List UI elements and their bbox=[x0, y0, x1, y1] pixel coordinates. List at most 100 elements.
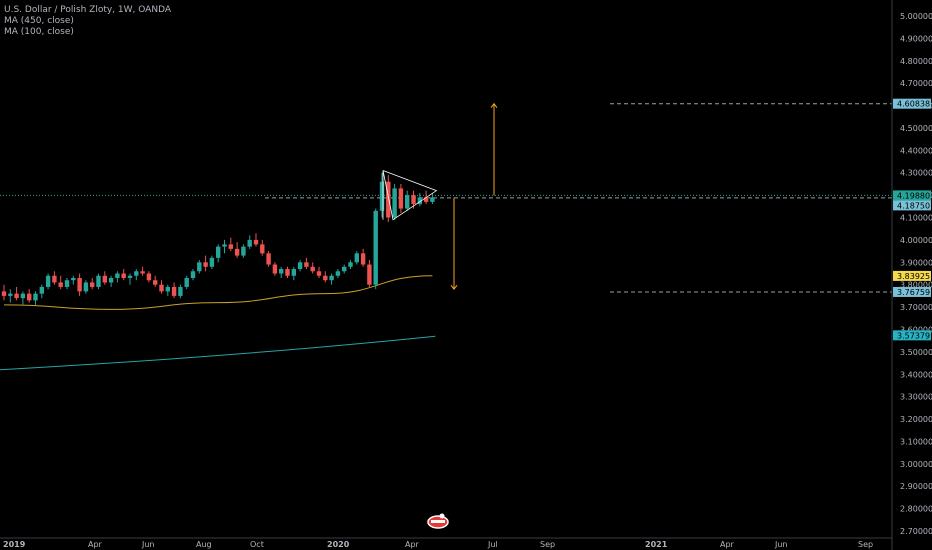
candle bbox=[39, 284, 44, 299]
y-tick-label: 3.40000 bbox=[900, 370, 932, 379]
y-tick-label: 4.50000 bbox=[900, 124, 932, 133]
candle-body bbox=[121, 273, 126, 278]
y-tick-label: 4.80000 bbox=[900, 57, 932, 66]
candle-body bbox=[90, 282, 95, 287]
candle-body bbox=[20, 293, 26, 299]
x-tick-label: Aug bbox=[196, 540, 212, 549]
down-arrowhead bbox=[450, 284, 458, 291]
candle-body bbox=[423, 197, 429, 202]
candle-body bbox=[83, 282, 89, 292]
x-tick-label: Sep bbox=[858, 540, 873, 549]
candle-body bbox=[297, 262, 303, 270]
triangle-pattern bbox=[382, 170, 438, 221]
candle bbox=[329, 273, 334, 285]
candle-body bbox=[342, 266, 347, 272]
candle-body bbox=[411, 195, 416, 205]
price-tag-label: 4.19880 bbox=[897, 191, 930, 200]
candle bbox=[146, 271, 152, 283]
candle-body bbox=[171, 286, 177, 296]
candle bbox=[77, 273, 82, 296]
x-tick-label: Apr bbox=[405, 540, 420, 549]
candle-body bbox=[285, 269, 290, 276]
candle bbox=[102, 271, 107, 285]
candle-body bbox=[102, 275, 107, 283]
candle bbox=[405, 190, 410, 211]
candle-body bbox=[354, 253, 359, 263]
candle-body bbox=[71, 277, 76, 281]
x-tick-label: Sep bbox=[540, 540, 555, 549]
candle-body bbox=[77, 277, 82, 292]
time-axis[interactable]: 2019 Apr Jun Aug Oct 2020 Apr Jul Sep 2021 Apr Jun S… bbox=[0, 537, 892, 549]
candle-body bbox=[228, 244, 233, 249]
candle-body bbox=[209, 257, 215, 267]
price-tag: 3.57379 bbox=[893, 330, 931, 341]
candle bbox=[121, 269, 126, 281]
candle-body bbox=[348, 262, 353, 267]
candle-body bbox=[304, 262, 309, 267]
candle bbox=[140, 266, 145, 276]
y-tick-label: 4.10000 bbox=[900, 214, 932, 223]
y-tick-label: 4.40000 bbox=[900, 146, 932, 155]
x-tick-label: Jun bbox=[141, 540, 155, 549]
candle-body bbox=[159, 284, 164, 292]
price-tag: 3.76759 bbox=[893, 286, 931, 297]
y-tick-label: 3.60000 bbox=[900, 325, 932, 334]
price-tag-bg bbox=[893, 98, 931, 109]
candle bbox=[14, 286, 19, 301]
price-tag: 4.60838 bbox=[893, 98, 931, 109]
candle bbox=[360, 248, 366, 267]
candle bbox=[96, 273, 101, 290]
candle bbox=[71, 275, 76, 285]
y-tick-label: 2.70000 bbox=[900, 527, 932, 536]
y-tick-label: 4.70000 bbox=[900, 79, 932, 88]
candle-body bbox=[417, 197, 422, 205]
candle-body bbox=[430, 197, 435, 202]
ma100-line bbox=[3, 275, 433, 310]
legend-title: U.S. Dollar / Polish Zloty, 1W, OANDA bbox=[4, 5, 171, 15]
candle bbox=[304, 257, 309, 270]
candle bbox=[127, 273, 133, 285]
candle bbox=[159, 280, 164, 294]
candle bbox=[234, 242, 240, 258]
candle bbox=[216, 244, 221, 263]
y-tick-label: 5.00000 bbox=[900, 12, 932, 21]
price-tag-bg bbox=[893, 270, 931, 281]
candle bbox=[253, 233, 259, 247]
candle bbox=[52, 271, 57, 285]
x-tick-label: Apr bbox=[720, 540, 735, 549]
candle bbox=[297, 260, 303, 272]
y-tick-label: 3.10000 bbox=[900, 437, 932, 446]
candle bbox=[108, 275, 114, 287]
candle-body bbox=[178, 286, 183, 296]
price-tag: 3.83925 bbox=[893, 270, 931, 281]
y-tick-label: 3.50000 bbox=[900, 348, 932, 357]
candle bbox=[165, 284, 170, 296]
candle bbox=[367, 260, 372, 287]
y-tick-label: 4.00000 bbox=[900, 236, 932, 245]
candle-body bbox=[184, 277, 189, 287]
candle bbox=[58, 275, 63, 290]
candle bbox=[392, 183, 397, 220]
candle bbox=[178, 284, 183, 299]
x-tick-label: Oct bbox=[250, 540, 264, 549]
candle-body bbox=[165, 286, 170, 292]
candle bbox=[379, 172, 385, 218]
logo-bar bbox=[431, 520, 445, 523]
candle bbox=[285, 266, 290, 278]
candle bbox=[1, 284, 7, 301]
tradingview-logo-icon[interactable] bbox=[427, 513, 449, 529]
candle bbox=[417, 192, 422, 207]
y-tick-label: 3.90000 bbox=[900, 258, 932, 267]
y-tick-label: 3.30000 bbox=[900, 393, 932, 402]
chart-legend: U.S. Dollar / Polish Zloty, 1W, OANDA MA… bbox=[4, 5, 171, 38]
candle-body bbox=[379, 181, 385, 211]
candle bbox=[153, 275, 158, 287]
moving-averages bbox=[0, 275, 436, 371]
x-tick-label: 2019 bbox=[3, 540, 26, 549]
candle-body bbox=[115, 273, 120, 278]
candle bbox=[266, 251, 271, 267]
candle bbox=[197, 260, 202, 274]
price-tag-label: 4.60838 bbox=[897, 100, 930, 109]
candle bbox=[8, 289, 13, 303]
